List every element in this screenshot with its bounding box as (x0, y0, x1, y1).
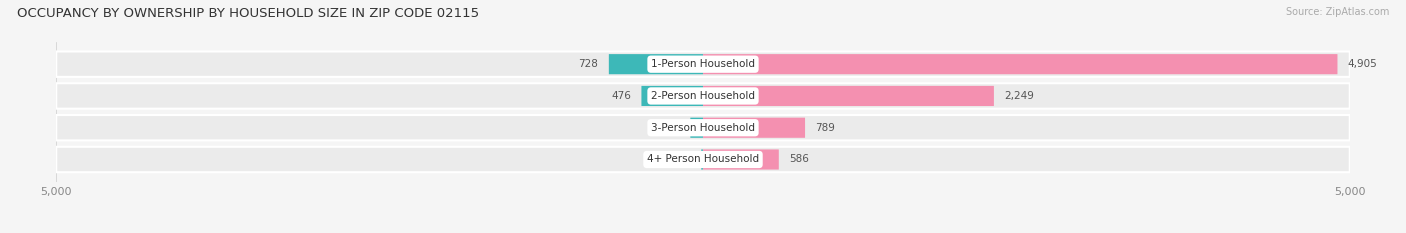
Text: 1-Person Household: 1-Person Household (651, 59, 755, 69)
FancyBboxPatch shape (690, 118, 703, 138)
Text: 476: 476 (612, 91, 631, 101)
Text: Source: ZipAtlas.com: Source: ZipAtlas.com (1285, 7, 1389, 17)
FancyBboxPatch shape (703, 149, 779, 170)
FancyBboxPatch shape (703, 118, 806, 138)
Text: OCCUPANCY BY OWNERSHIP BY HOUSEHOLD SIZE IN ZIP CODE 02115: OCCUPANCY BY OWNERSHIP BY HOUSEHOLD SIZE… (17, 7, 479, 20)
FancyBboxPatch shape (56, 115, 1350, 140)
Text: 4,905: 4,905 (1348, 59, 1378, 69)
Text: 4+ Person Household: 4+ Person Household (647, 154, 759, 164)
FancyBboxPatch shape (609, 54, 703, 74)
Text: 728: 728 (579, 59, 599, 69)
FancyBboxPatch shape (702, 149, 703, 170)
FancyBboxPatch shape (56, 51, 1350, 77)
Text: 2-Person Household: 2-Person Household (651, 91, 755, 101)
Text: 586: 586 (789, 154, 808, 164)
FancyBboxPatch shape (703, 54, 1337, 74)
Text: 3-Person Household: 3-Person Household (651, 123, 755, 133)
Text: 789: 789 (815, 123, 835, 133)
Text: 2,249: 2,249 (1004, 91, 1035, 101)
Text: 14: 14 (678, 154, 690, 164)
FancyBboxPatch shape (703, 86, 994, 106)
FancyBboxPatch shape (56, 83, 1350, 109)
Text: 98: 98 (666, 123, 681, 133)
FancyBboxPatch shape (56, 147, 1350, 172)
FancyBboxPatch shape (641, 86, 703, 106)
